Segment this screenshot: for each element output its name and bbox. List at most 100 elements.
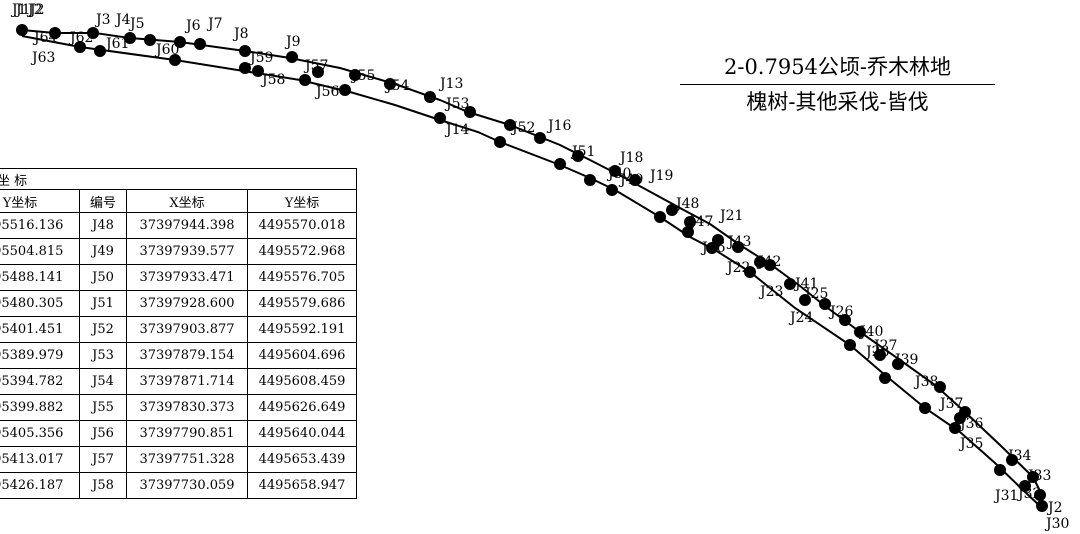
boundary-point-marker	[799, 294, 811, 306]
table-cell: 4495570.018	[247, 212, 357, 239]
point-label: J4	[114, 12, 131, 28]
boundary-point-marker	[764, 259, 776, 271]
header-y-left: Y坐标	[0, 189, 80, 213]
boundary-point-marker	[754, 256, 766, 268]
point-label: J51	[570, 144, 595, 160]
table-cell: 37397939.577	[126, 238, 248, 265]
point-label-partial: J2	[1046, 500, 1063, 516]
point-label: J58	[260, 72, 285, 88]
point-label: J6	[184, 18, 201, 34]
table-cell: 4495572.968	[247, 238, 357, 265]
boundary-point-marker	[1027, 471, 1039, 483]
table-cell: J51	[79, 290, 127, 317]
boundary-line	[21, 29, 1043, 496]
boundary-point-marker	[892, 358, 904, 370]
point-label: J54	[384, 78, 410, 94]
point-label: J50	[606, 166, 631, 182]
harvest-type-title: 槐树-其他采伐-皆伐	[746, 90, 929, 114]
boundary-point-marker	[1036, 500, 1048, 512]
point-label: J56	[314, 84, 340, 100]
boundary-point-marker	[819, 298, 831, 310]
table-cell: 4495576.705	[247, 264, 357, 291]
point-label: J49	[618, 172, 643, 188]
boundary-point-marker	[949, 422, 961, 434]
point-label: J28	[864, 344, 889, 360]
boundary-point-marker	[312, 66, 324, 78]
table-cell: 37397830.373	[126, 394, 248, 421]
point-label: J13	[438, 76, 463, 92]
table-cell: 37397879.154	[126, 342, 248, 369]
point-label: J5	[128, 16, 145, 32]
boundary-point-marker	[629, 174, 641, 186]
boundary-point-marker	[239, 45, 251, 57]
table-cell: J57	[79, 446, 127, 473]
table-cell: J48	[79, 212, 127, 239]
point-label: J8	[232, 26, 249, 42]
table-cell: 4495394.782	[0, 368, 80, 395]
table-cell: 4495426.187	[0, 472, 80, 499]
point-label: J55	[350, 68, 375, 84]
point-label-partial: J27	[872, 338, 897, 354]
table-cell: 37397903.877	[126, 316, 248, 343]
table-cell: 4495405.356	[0, 420, 80, 447]
boundary-point-marker	[666, 204, 678, 216]
point-label-partial: J25	[803, 286, 828, 302]
point-label: J21	[718, 208, 743, 224]
boundary-point-marker	[239, 62, 251, 74]
table-caption-row: 坐 标	[0, 168, 357, 190]
boundary-point-marker	[854, 326, 866, 338]
boundary-point-marker	[934, 381, 946, 393]
point-label-partial: J1	[14, 2, 31, 18]
boundary-point-marker	[684, 216, 696, 228]
point-label-partial: J46	[700, 240, 726, 256]
point-label: J63	[30, 50, 55, 66]
point-label: J64	[32, 30, 58, 46]
point-label: J30	[1044, 516, 1069, 532]
table-cell: 4495608.459	[247, 368, 357, 395]
table-cell: 37397944.398	[126, 212, 248, 239]
boundary-point-marker	[844, 339, 856, 351]
table-cell: 4495413.017	[0, 446, 80, 473]
boundary-point-marker	[534, 132, 546, 144]
parcel-title-block: 2-0.7954公顷-乔木林地 槐树-其他采伐-皆伐	[680, 52, 995, 117]
boundary-point-marker	[584, 174, 596, 186]
table-cell: 4495653.439	[247, 446, 357, 473]
point-label: J16	[546, 118, 572, 134]
point-label: J2	[26, 2, 43, 18]
table-cell: J49	[79, 238, 127, 265]
boundary-point-marker	[384, 78, 396, 90]
coordinate-table: 坐 标 Y坐标 编号 X坐标 Y坐标 4495516.136J483739794…	[0, 168, 357, 499]
table-cell: 4495401.451	[0, 316, 80, 343]
table-cell: 4495389.979	[0, 342, 80, 369]
point-label: J14	[444, 122, 470, 138]
table-cell: 4495399.882	[0, 394, 80, 421]
boundary-point-marker	[654, 211, 666, 223]
boundary-point-marker	[609, 165, 621, 177]
table-cell: J52	[79, 316, 127, 343]
table-cell: J53	[79, 342, 127, 369]
boundary-point-marker	[424, 91, 436, 103]
point-label: J57	[303, 58, 328, 74]
boundary-point-marker	[606, 184, 618, 196]
point-label: J62	[68, 30, 93, 46]
boundary-point-marker	[744, 266, 756, 278]
boundary-point-marker	[194, 38, 206, 50]
table-cell: 37397790.851	[126, 420, 248, 447]
parcel-area-title: 2-0.7954公顷-乔木林地	[680, 52, 995, 85]
boundary-point-marker	[174, 36, 186, 48]
table-cell: 37397871.714	[126, 368, 248, 395]
boundary-point-marker	[879, 372, 891, 384]
table-cell: 4495504.815	[0, 238, 80, 265]
point-label: J3	[94, 12, 111, 28]
point-label-partial: J2	[28, 2, 45, 18]
boundary-point-marker	[504, 119, 516, 131]
point-label-partial: J47	[688, 214, 713, 230]
boundary-point-marker	[74, 41, 86, 53]
point-label: J48	[674, 196, 699, 212]
header-id: 编号	[79, 189, 127, 213]
